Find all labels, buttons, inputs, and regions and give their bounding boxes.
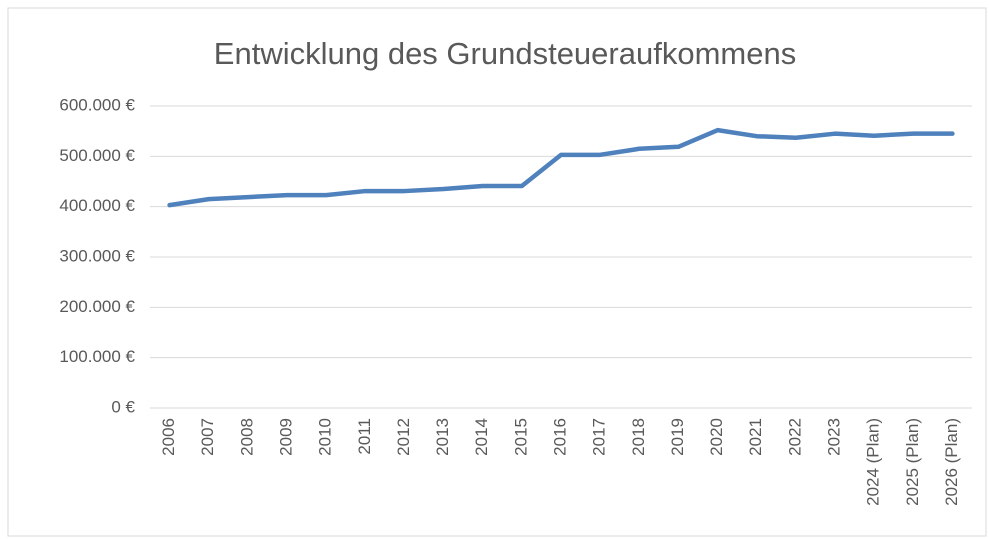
x-tick-label: 2023 (824, 418, 843, 456)
x-tick-label: 2024 (Plan) (864, 418, 883, 506)
y-tick-label: 400.000 € (59, 196, 135, 215)
y-tick-label: 100.000 € (59, 347, 135, 366)
x-tick-label: 2008 (237, 418, 256, 456)
x-tick-label: 2022 (785, 418, 804, 456)
y-tick-label: 600.000 € (59, 95, 135, 114)
y-tick-label: 300.000 € (59, 246, 135, 265)
x-tick-label: 2020 (707, 418, 726, 456)
y-tick-label: 0 € (111, 397, 135, 416)
x-tick-label: 2021 (746, 418, 765, 456)
x-tick-label: 2014 (472, 418, 491, 456)
x-tick-label: 2011 (355, 418, 374, 455)
y-tick-label: 500.000 € (59, 146, 135, 165)
x-tick-label: 2007 (198, 418, 217, 456)
x-tick-label: 2016 (550, 418, 569, 456)
x-tick-label: 2015 (511, 418, 530, 456)
chart-title: Entwicklung des Grundsteueraufkommens (214, 36, 796, 71)
x-tick-label: 2012 (394, 418, 413, 456)
line-series (167, 127, 955, 208)
y-tick-label: 200.000 € (59, 297, 135, 316)
x-tick-label: 2009 (276, 418, 295, 456)
x-tick-label: 2025 (Plan) (903, 418, 922, 506)
x-tick-label: 2026 (Plan) (942, 418, 961, 506)
x-tick-label: 2013 (433, 418, 452, 456)
x-tick-label: 2017 (590, 418, 609, 456)
chart-border (7, 7, 987, 537)
x-tick-label: 2019 (668, 418, 687, 456)
x-tick-label: 2018 (629, 418, 648, 456)
x-tick-label: 2010 (316, 418, 335, 456)
x-tick-label: 2006 (159, 418, 178, 456)
